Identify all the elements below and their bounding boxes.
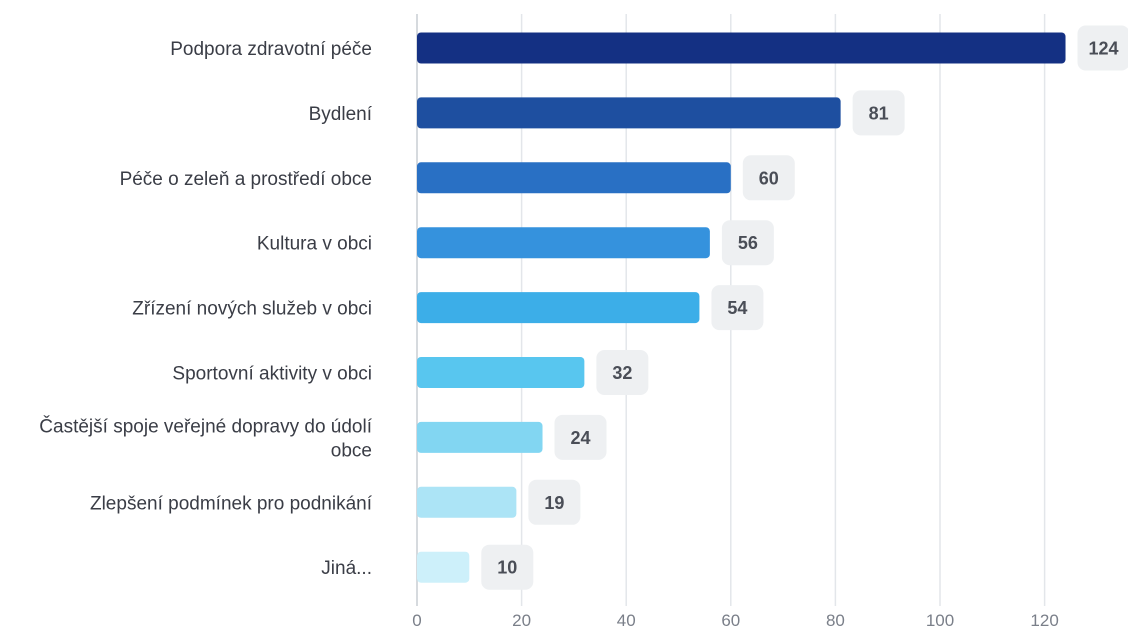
value-label: 19 xyxy=(544,493,564,513)
category-label: Kultura v obci xyxy=(257,234,372,255)
value-label: 60 xyxy=(759,168,779,188)
category-label: Péče o zeleň a prostředí obce xyxy=(120,169,372,190)
x-tick-label: 40 xyxy=(617,611,636,628)
bar[interactable] xyxy=(417,162,731,193)
category-label: Častější spoje veřejné dopravy do údolí o… xyxy=(39,415,372,461)
bar[interactable] xyxy=(417,33,1066,64)
category-labels: Podpora zdravotní péče Bydlení Péče o zele… xyxy=(39,39,372,579)
category-label: Podpora zdravotní péče xyxy=(170,39,372,60)
category-label: Jiná... xyxy=(321,558,372,579)
value-label: 124 xyxy=(1088,39,1118,59)
value-label: 24 xyxy=(571,428,591,448)
x-tick-label: 0 xyxy=(412,611,421,628)
value-label: 32 xyxy=(612,363,632,383)
bar[interactable] xyxy=(417,487,516,518)
bar[interactable] xyxy=(417,227,710,258)
value-label: 56 xyxy=(738,233,758,253)
bar[interactable] xyxy=(417,97,841,128)
category-label: Bydlení xyxy=(309,104,373,125)
x-tick-label: 80 xyxy=(826,611,845,628)
x-tick-label: 120 xyxy=(1030,611,1058,628)
value-label: 10 xyxy=(497,558,517,578)
category-label: Zřízení nových služeb v obci xyxy=(132,299,372,320)
x-axis-ticks: 0 20 40 60 80 100 120 xyxy=(412,611,1059,628)
bar[interactable] xyxy=(417,422,543,453)
x-tick-label: 20 xyxy=(512,611,531,628)
x-tick-label: 60 xyxy=(721,611,740,628)
value-label: 54 xyxy=(727,298,747,318)
category-label: Sportovní aktivity v obci xyxy=(172,364,372,385)
bar[interactable] xyxy=(417,292,699,323)
x-tick-label: 100 xyxy=(926,611,954,628)
category-label: Zlepšení podmínek pro podnikání xyxy=(90,493,373,514)
bar[interactable] xyxy=(417,552,469,583)
bar[interactable] xyxy=(417,357,584,388)
value-label: 81 xyxy=(869,103,889,123)
